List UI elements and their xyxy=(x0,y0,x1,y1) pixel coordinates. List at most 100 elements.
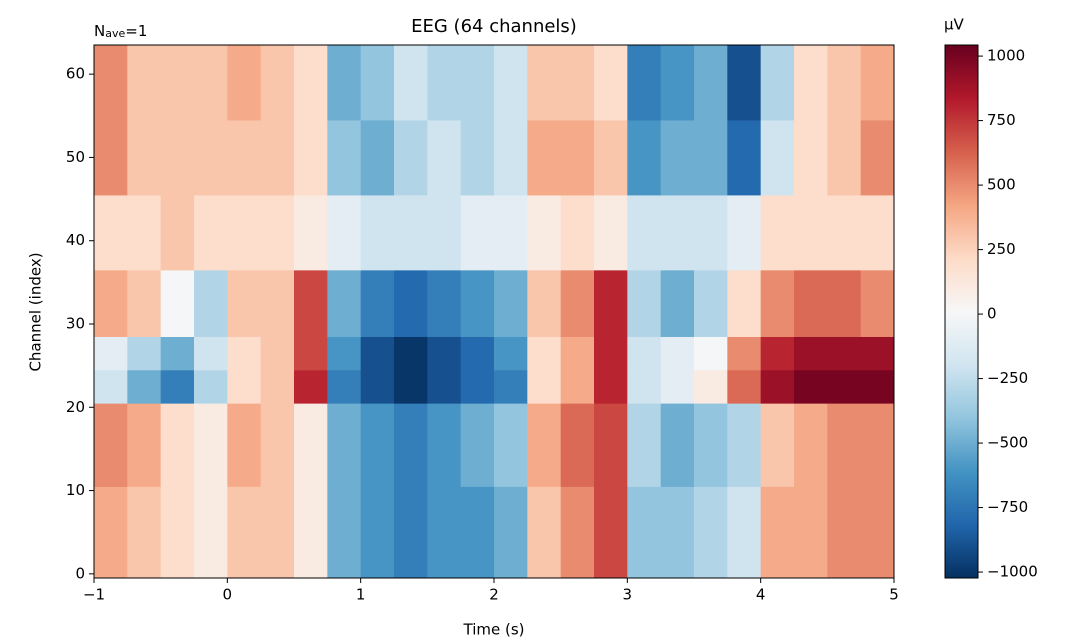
heatmap-cell xyxy=(794,486,828,579)
heatmap-cell xyxy=(594,269,628,337)
heatmap-cell xyxy=(560,45,595,121)
colorbar-tick-label: −250 xyxy=(987,369,1028,387)
x-tick-label: 3 xyxy=(623,586,633,604)
heatmap-cell xyxy=(327,45,362,121)
heatmap-cell xyxy=(460,45,495,121)
y-axis-label: Channel (index) xyxy=(27,252,45,371)
colorbar-label: µV xyxy=(944,16,965,34)
heatmap-cell xyxy=(327,486,362,579)
heatmap-cell xyxy=(827,403,862,487)
heatmap-cell xyxy=(760,45,795,121)
heatmap-cell xyxy=(394,403,428,487)
heatmap-cell xyxy=(627,336,662,371)
heatmap-cell xyxy=(627,194,662,271)
heatmap-cell xyxy=(294,369,328,404)
heatmap-cell xyxy=(427,403,462,487)
heatmap-cell xyxy=(160,119,195,196)
heatmap-cell xyxy=(427,194,462,271)
colorbar xyxy=(944,44,979,579)
heatmap-cell xyxy=(260,369,295,404)
heatmap-cell xyxy=(94,486,128,579)
heatmap-cell xyxy=(394,369,428,404)
heatmap-cell xyxy=(94,119,128,196)
colorbar-tick-label: −1000 xyxy=(987,563,1038,581)
heatmap-cell xyxy=(527,369,562,404)
heatmap-cell xyxy=(727,194,762,271)
heatmap-cell xyxy=(694,403,728,487)
heatmap-cell xyxy=(394,45,428,121)
heatmap-cell xyxy=(660,119,695,196)
colorbar-tick-label: −500 xyxy=(987,434,1028,452)
heatmap-cell xyxy=(94,45,128,121)
heatmap-cell xyxy=(794,403,828,487)
heatmap-cell xyxy=(827,269,862,337)
heatmap-cell xyxy=(627,486,662,579)
heatmap-cell xyxy=(827,119,862,196)
heatmap-cell xyxy=(594,45,628,121)
y-tick-label: 0 xyxy=(75,564,85,582)
heatmap-cell xyxy=(294,403,328,487)
heatmap-cell xyxy=(827,486,862,579)
y-tick-label: 40 xyxy=(66,231,85,249)
heatmap-cell xyxy=(294,269,328,337)
heatmap-cell xyxy=(660,486,695,579)
heatmap-cell xyxy=(527,269,562,337)
heatmap-cell xyxy=(194,194,228,271)
heatmap-cell xyxy=(160,194,195,271)
heatmap-cell xyxy=(527,486,562,579)
heatmap-cell xyxy=(360,369,395,404)
annotation-base: N xyxy=(94,22,105,40)
y-tick-label: 50 xyxy=(66,148,85,166)
heatmap-cell xyxy=(494,369,528,404)
heatmap-cell xyxy=(694,336,728,371)
heatmap-cell xyxy=(427,119,462,196)
heatmap-cell xyxy=(160,269,195,337)
heatmap-cell xyxy=(260,119,295,196)
heatmap-cell xyxy=(560,194,595,271)
heatmap-cell xyxy=(694,269,728,337)
heatmap-cell xyxy=(127,119,162,196)
heatmap-cell xyxy=(227,269,262,337)
heatmap-cell xyxy=(194,403,228,487)
heatmap-cell xyxy=(860,269,895,337)
heatmap-cell xyxy=(294,336,328,371)
heatmap-cell xyxy=(860,119,895,196)
heatmap-cell xyxy=(694,45,728,121)
heatmap-cell xyxy=(294,119,328,196)
heatmap-cell xyxy=(794,369,828,404)
heatmap-cell xyxy=(327,369,362,404)
heatmap-cell xyxy=(327,119,362,196)
colorbar-tick-label: 250 xyxy=(987,240,1016,258)
colorbar-tick-label: 1000 xyxy=(987,47,1025,65)
y-tick-label: 10 xyxy=(66,481,85,499)
heatmap-cell xyxy=(827,369,862,404)
y-tick-label: 20 xyxy=(66,398,85,416)
heatmap-cell xyxy=(794,336,828,371)
heatmap-cell xyxy=(360,486,395,579)
x-tick-label: 0 xyxy=(223,586,233,604)
heatmap-cell xyxy=(194,486,228,579)
heatmap-cell xyxy=(294,45,328,121)
heatmap-cell xyxy=(194,119,228,196)
x-tick-label: 5 xyxy=(889,586,899,604)
colorbar-tick-label: 750 xyxy=(987,111,1016,129)
heatmap-cell xyxy=(560,369,595,404)
heatmap-cell xyxy=(760,194,795,271)
heatmap-cell xyxy=(460,369,495,404)
chart-title: EEG (64 channels) xyxy=(411,16,577,37)
heatmap-cell xyxy=(294,194,328,271)
heatmap-cell xyxy=(627,403,662,487)
heatmap-cell xyxy=(660,369,695,404)
heatmap-cell xyxy=(694,369,728,404)
heatmap-cell xyxy=(427,486,462,579)
heatmap-cell xyxy=(394,336,428,371)
x-tick-label: 4 xyxy=(756,586,766,604)
heatmap-cell xyxy=(727,45,762,121)
heatmap-cell xyxy=(594,119,628,196)
heatmap-cell xyxy=(327,269,362,337)
heatmap-cell xyxy=(760,269,795,337)
heatmap-cell xyxy=(94,336,128,371)
heatmap-cell xyxy=(127,369,162,404)
heatmap-cell xyxy=(460,336,495,371)
heatmap-cell xyxy=(127,269,162,337)
